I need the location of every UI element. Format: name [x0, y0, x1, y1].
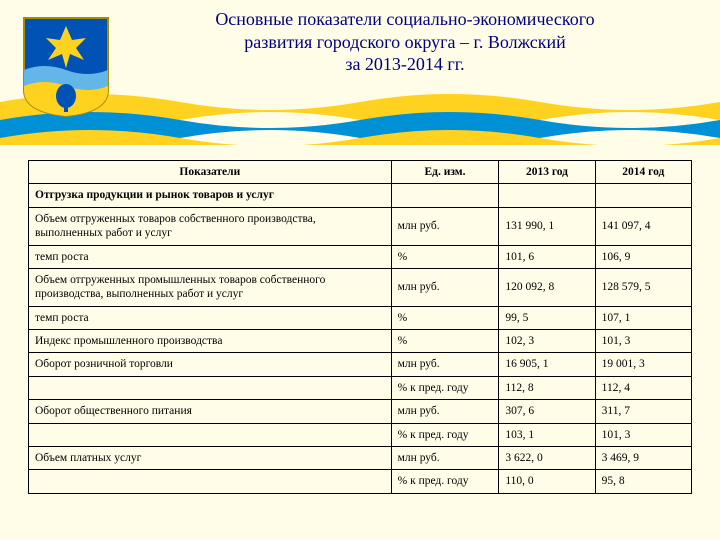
cell-2013: 307, 6: [499, 400, 595, 423]
cell-indicator: Оборот общественного питания: [29, 400, 392, 423]
table-row: Объем отгруженных товаров собственного п…: [29, 207, 692, 245]
cell-2013: 131 990, 1: [499, 207, 595, 245]
cell-2014: 19 001, 3: [595, 353, 691, 376]
cell-2014: 141 097, 4: [595, 207, 691, 245]
col-unit: Ед. изм.: [391, 161, 499, 184]
cell-2013: 120 092, 8: [499, 268, 595, 306]
cell-indicator: Оборот розничной торговли: [29, 353, 392, 376]
cell-unit: %: [391, 245, 499, 268]
cell-unit: % к пред. году: [391, 470, 499, 493]
cell-2013: 112, 8: [499, 376, 595, 399]
col-2013: 2013 год: [499, 161, 595, 184]
cell-unit: %: [391, 306, 499, 329]
cell-2013: 16 905, 1: [499, 353, 595, 376]
section-header-row: Отгрузка продукции и рынок товаров и усл…: [29, 184, 692, 207]
cell-2013: 103, 1: [499, 423, 595, 446]
cell-2013: 110, 0: [499, 470, 595, 493]
table-header-row: Показатели Ед. изм. 2013 год 2014 год: [29, 161, 692, 184]
table-row: Объем платных услуг млн руб. 3 622, 0 3 …: [29, 446, 692, 469]
table-row: Индекс промышленного производства % 102,…: [29, 330, 692, 353]
title-line: Основные показатели социально-экономичес…: [215, 9, 594, 29]
table-row: % к пред. году 103, 1 101, 3: [29, 423, 692, 446]
cell-indicator: [29, 470, 392, 493]
col-2014: 2014 год: [595, 161, 691, 184]
cell-blank: [391, 184, 499, 207]
cell-2014: 95, 8: [595, 470, 691, 493]
page-title: Основные показатели социально-экономичес…: [130, 8, 680, 76]
cell-indicator: Объем платных услуг: [29, 446, 392, 469]
cell-2013: 101, 6: [499, 245, 595, 268]
cell-unit: млн руб.: [391, 446, 499, 469]
cell-unit: млн руб.: [391, 400, 499, 423]
table-row: Оборот розничной торговли млн руб. 16 90…: [29, 353, 692, 376]
section-title: Отгрузка продукции и рынок товаров и усл…: [29, 184, 392, 207]
cell-2014: 311, 7: [595, 400, 691, 423]
title-line: за 2013-2014 гг.: [345, 54, 464, 74]
cell-indicator: Объем отгруженных промышленных товаров с…: [29, 268, 392, 306]
cell-unit: млн руб.: [391, 207, 499, 245]
cell-2014: 128 579, 5: [595, 268, 691, 306]
cell-unit: млн руб.: [391, 268, 499, 306]
cell-2014: 112, 4: [595, 376, 691, 399]
cell-indicator: Объем отгруженных товаров собственного п…: [29, 207, 392, 245]
cell-2014: 101, 3: [595, 330, 691, 353]
table-row: % к пред. году 112, 8 112, 4: [29, 376, 692, 399]
cell-indicator: [29, 376, 392, 399]
cell-unit: % к пред. году: [391, 423, 499, 446]
cell-2013: 3 622, 0: [499, 446, 595, 469]
table-body: Отгрузка продукции и рынок товаров и усл…: [29, 184, 692, 493]
city-crest-icon: [22, 16, 110, 118]
cell-2013: 102, 3: [499, 330, 595, 353]
table-row: % к пред. году 110, 0 95, 8: [29, 470, 692, 493]
cell-blank: [595, 184, 691, 207]
table-row: темп роста % 99, 5 107, 1: [29, 306, 692, 329]
cell-indicator: [29, 423, 392, 446]
cell-indicator: Индекс промышленного производства: [29, 330, 392, 353]
cell-2014: 101, 3: [595, 423, 691, 446]
indicators-table: Показатели Ед. изм. 2013 год 2014 год От…: [28, 160, 692, 494]
cell-2014: 106, 9: [595, 245, 691, 268]
cell-2014: 3 469, 9: [595, 446, 691, 469]
col-indicator: Показатели: [29, 161, 392, 184]
header: Основные показатели социально-экономичес…: [0, 0, 720, 145]
cell-2014: 107, 1: [595, 306, 691, 329]
cell-2013: 99, 5: [499, 306, 595, 329]
cell-unit: млн руб.: [391, 353, 499, 376]
title-line: развития городского округа – г. Волжский: [244, 32, 565, 52]
table-row: Объем отгруженных промышленных товаров с…: [29, 268, 692, 306]
table-row: Оборот общественного питания млн руб. 30…: [29, 400, 692, 423]
cell-unit: %: [391, 330, 499, 353]
cell-unit: % к пред. году: [391, 376, 499, 399]
cell-indicator: темп роста: [29, 306, 392, 329]
table-row: темп роста % 101, 6 106, 9: [29, 245, 692, 268]
cell-indicator: темп роста: [29, 245, 392, 268]
cell-blank: [499, 184, 595, 207]
